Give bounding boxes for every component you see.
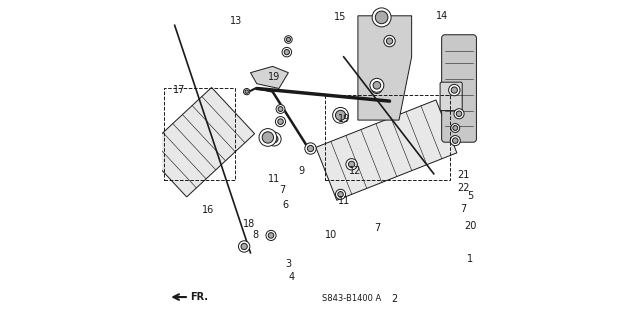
Text: 3: 3 — [285, 259, 291, 269]
Ellipse shape — [270, 135, 278, 143]
Ellipse shape — [333, 107, 348, 123]
Text: 22: 22 — [458, 183, 470, 193]
Text: 19: 19 — [268, 72, 280, 82]
Ellipse shape — [372, 83, 382, 94]
Text: 14: 14 — [436, 11, 448, 21]
Text: 6: 6 — [282, 200, 288, 210]
Ellipse shape — [266, 230, 276, 240]
Text: 9: 9 — [298, 166, 304, 176]
Ellipse shape — [282, 47, 292, 57]
Text: 5: 5 — [467, 191, 473, 201]
Ellipse shape — [370, 78, 384, 92]
Ellipse shape — [454, 109, 464, 119]
Text: 16: 16 — [202, 205, 214, 215]
Ellipse shape — [348, 161, 355, 167]
Text: 8: 8 — [252, 230, 259, 240]
Ellipse shape — [450, 136, 460, 146]
Text: 7: 7 — [279, 185, 285, 195]
FancyBboxPatch shape — [440, 82, 462, 111]
Text: 13: 13 — [230, 15, 243, 26]
Ellipse shape — [239, 241, 250, 252]
Ellipse shape — [372, 8, 391, 27]
Ellipse shape — [456, 111, 462, 117]
Text: S843-B1400 A: S843-B1400 A — [322, 295, 381, 303]
Ellipse shape — [451, 87, 458, 93]
Text: 21: 21 — [458, 170, 470, 180]
Text: 15: 15 — [334, 12, 347, 22]
Ellipse shape — [268, 233, 274, 238]
Ellipse shape — [452, 138, 458, 143]
Text: 11: 11 — [268, 173, 280, 184]
Text: 20: 20 — [464, 221, 476, 231]
Ellipse shape — [244, 88, 250, 95]
Ellipse shape — [346, 159, 357, 170]
Ellipse shape — [374, 86, 380, 91]
Ellipse shape — [387, 38, 393, 44]
Ellipse shape — [241, 243, 247, 250]
Ellipse shape — [278, 106, 283, 112]
Ellipse shape — [284, 50, 289, 55]
Text: 1: 1 — [467, 254, 473, 264]
Text: 17: 17 — [173, 85, 186, 95]
Polygon shape — [143, 88, 255, 197]
Polygon shape — [250, 66, 289, 88]
Ellipse shape — [335, 110, 346, 120]
Ellipse shape — [384, 35, 396, 47]
Text: 10: 10 — [325, 230, 337, 240]
Ellipse shape — [375, 11, 388, 24]
Text: 18: 18 — [243, 219, 255, 229]
Ellipse shape — [276, 105, 285, 113]
Ellipse shape — [307, 145, 314, 152]
Text: 11: 11 — [337, 196, 350, 206]
Text: FR.: FR. — [191, 292, 209, 302]
Text: 7: 7 — [374, 222, 380, 233]
Polygon shape — [316, 100, 457, 200]
Ellipse shape — [259, 129, 276, 146]
Ellipse shape — [285, 36, 292, 43]
Ellipse shape — [453, 125, 458, 131]
Ellipse shape — [449, 84, 460, 96]
Ellipse shape — [451, 124, 460, 132]
Ellipse shape — [262, 132, 273, 143]
Ellipse shape — [268, 132, 281, 146]
Text: 7: 7 — [461, 204, 467, 214]
Ellipse shape — [305, 143, 316, 154]
Text: 4: 4 — [289, 271, 294, 282]
Ellipse shape — [338, 191, 343, 197]
Text: 12: 12 — [349, 166, 361, 176]
Ellipse shape — [278, 119, 284, 125]
Ellipse shape — [275, 117, 285, 127]
Ellipse shape — [245, 90, 248, 94]
FancyBboxPatch shape — [442, 35, 476, 142]
Text: 19: 19 — [337, 113, 350, 124]
Ellipse shape — [335, 189, 346, 199]
Ellipse shape — [373, 82, 381, 89]
Text: 2: 2 — [391, 294, 397, 304]
Ellipse shape — [286, 37, 291, 42]
Polygon shape — [358, 16, 412, 120]
